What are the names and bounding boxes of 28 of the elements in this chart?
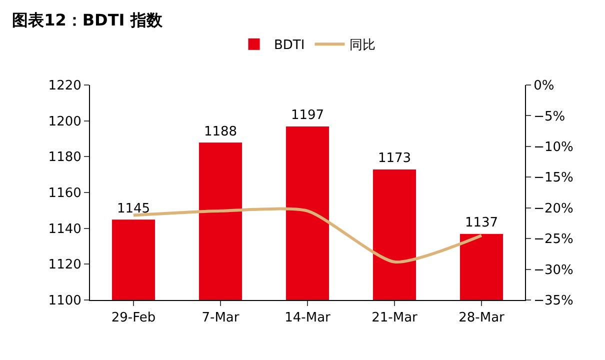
x-tick-label: 28-Mar [458,310,506,326]
y2-tick-label: −25% [534,232,574,248]
y2-tick-label: −5% [534,109,566,124]
x-tick-label: 29-Feb [111,310,156,326]
y2-tick-label: −35% [534,294,574,309]
x-tick-label: 14-Mar [284,310,332,326]
chart-title: 图表12：BDTI 指数 [12,10,164,30]
data-label: 1145 [116,201,150,216]
y2-tick-label: −15% [534,170,574,186]
y-tick-label: 1200 [48,114,82,130]
x-tick-label: 7-Mar [202,310,240,326]
legend-label: BDTI [274,38,305,54]
y-tick-label: 1100 [48,294,82,309]
y2-tick-label: −10% [534,140,574,155]
y2-tick-label: −20% [534,201,574,216]
y2-tick-label: −30% [534,262,574,278]
legend-label: 同比 [350,38,376,54]
y-tick-label: 1160 [48,186,82,202]
y2-tick-label: 0% [534,78,554,94]
y-tick-label: 1120 [48,258,82,273]
y-tick-label: 1140 [48,222,82,237]
data-label: 1197 [290,108,324,124]
data-label: 1173 [378,151,412,166]
y-tick-label: 1180 [48,150,82,166]
y-tick-label: 1220 [48,78,82,94]
data-label: 1188 [204,124,238,140]
x-tick-label: 21-Mar [372,310,418,326]
data-label: 1137 [464,216,498,231]
